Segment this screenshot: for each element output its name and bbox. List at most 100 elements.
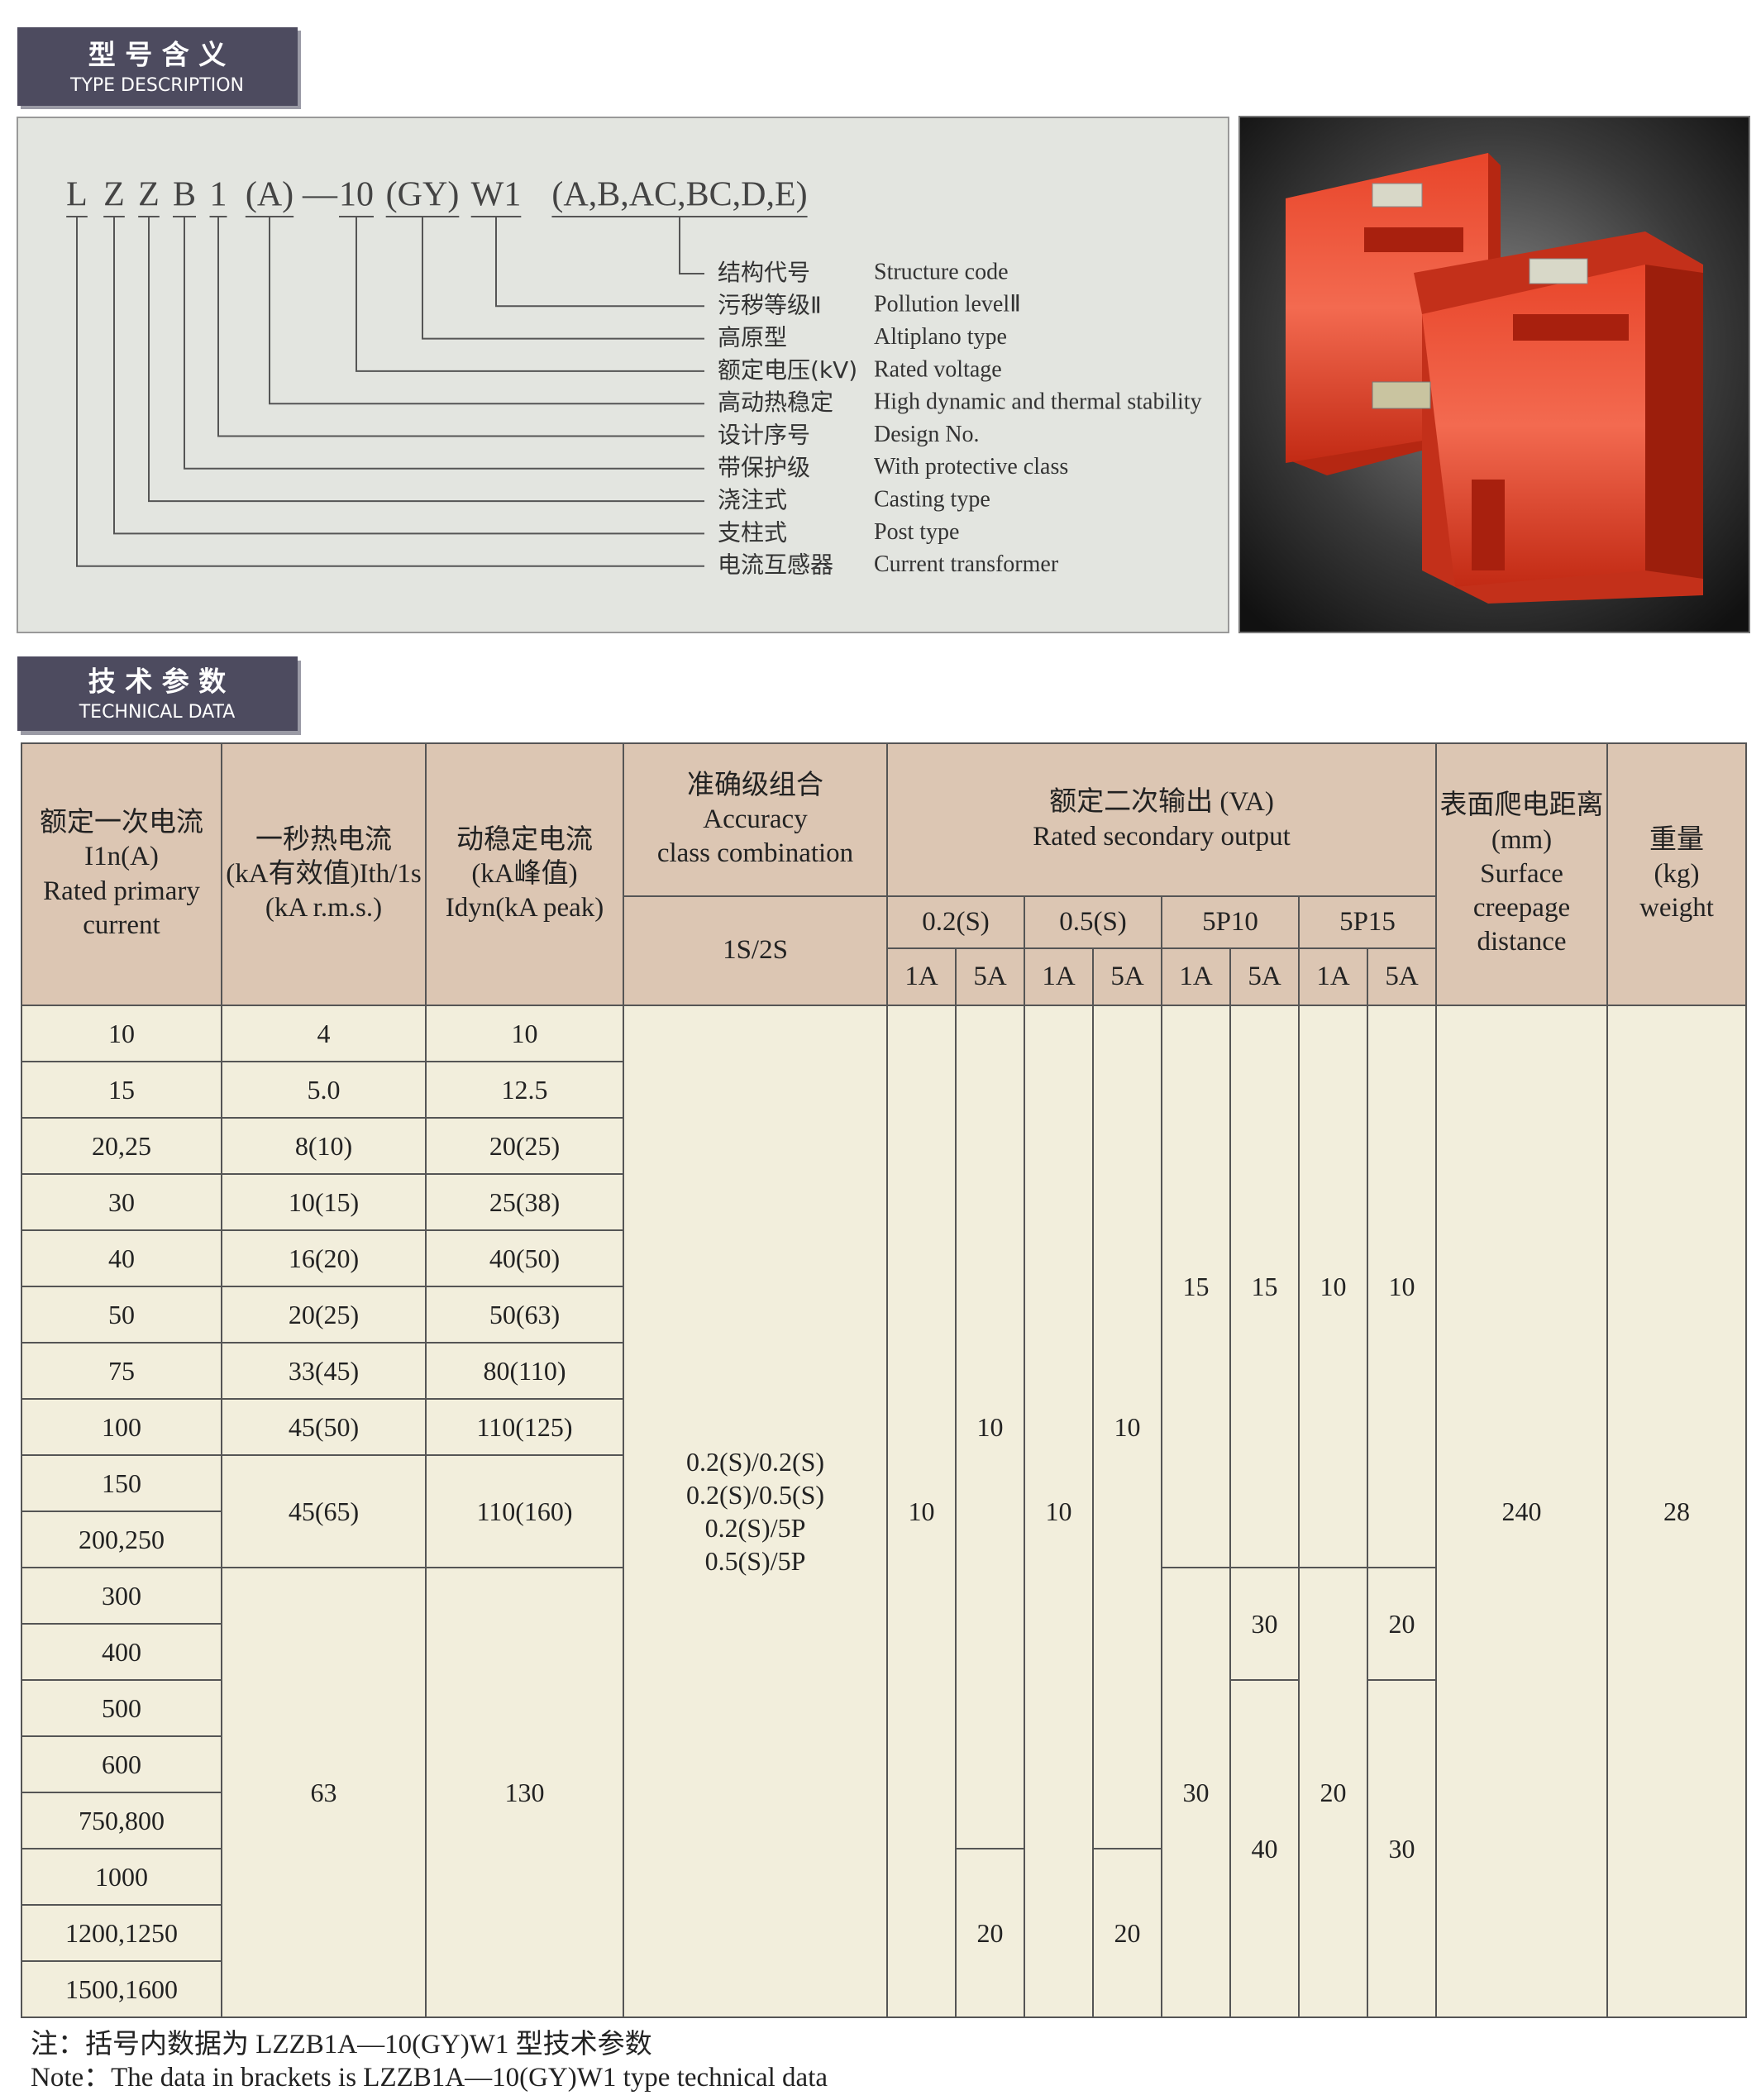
table-cell: 10	[1300, 1006, 1367, 1567]
table-cell: 30	[1162, 1568, 1229, 2016]
cell-text: (kA峰值)	[471, 858, 578, 889]
legend-en: Design No.	[874, 422, 980, 447]
leader-line	[422, 217, 704, 340]
cell-text: 20	[976, 1918, 1004, 1948]
table-cell: 20(25)	[222, 1287, 425, 1342]
table-cell: 33(45)	[222, 1344, 425, 1398]
cell-text: 0.2(S)/5P	[704, 1513, 806, 1543]
table-cell: 40(50)	[427, 1231, 623, 1286]
cell-text: 额定一次电流	[40, 808, 203, 838]
table-cell: 20	[1094, 1849, 1161, 2016]
leader-line	[217, 217, 704, 437]
table-cell: 额定二次输出 (VA) Rated secondary output	[888, 744, 1435, 895]
table-cell: 50	[22, 1287, 221, 1342]
cell-text: 12.5	[501, 1075, 548, 1105]
cell-text: 10	[976, 1412, 1004, 1442]
cell-text: 33(45)	[288, 1356, 360, 1386]
legend-cn: 浇注式	[718, 486, 787, 513]
table-cell: 10	[1368, 1006, 1435, 1567]
cell-text: 15	[108, 1075, 135, 1105]
model-code-part: (A,B,AC,BC,D,E)	[551, 176, 807, 214]
cell-text: 30	[108, 1187, 135, 1217]
cell-text: Rated secondary output	[1033, 821, 1291, 852]
cell-text: 5A	[1110, 961, 1144, 991]
table-cell: 1A	[1162, 949, 1229, 1005]
model-code-part: 1	[210, 176, 227, 214]
cell-text: 准确级组合	[687, 770, 823, 800]
legend-en: Casting type	[874, 487, 990, 513]
model-code-part: W1	[471, 176, 522, 214]
table-cell: 表面爬电距离 (mm) Surface creepage distance	[1437, 744, 1606, 1005]
table-cell: 1A	[888, 949, 955, 1005]
table-cell: 8(10)	[222, 1119, 425, 1173]
legend-cn: 带保护级	[718, 454, 810, 481]
cell-text: 45(50)	[288, 1412, 360, 1442]
cell-text: 40	[108, 1243, 135, 1273]
table-cell: 10	[1025, 1006, 1092, 2016]
legend-en: Altiplano type	[874, 324, 1007, 350]
table-cell: 20(25)	[427, 1119, 623, 1173]
model-code-part: 10	[339, 176, 374, 214]
leader-line	[356, 217, 704, 372]
cell-text: 1S/2S	[723, 935, 788, 966]
cell-text: 15	[1182, 1272, 1210, 1301]
cell-text: 300	[102, 1581, 141, 1611]
product-photo	[1238, 116, 1750, 633]
cell-text: 1A	[1179, 961, 1213, 991]
cell-text: 一秒热电流	[255, 824, 392, 855]
table-cell: 10	[957, 1006, 1024, 1848]
table-cell: 一秒热电流 (kA有效值)Ith/1s (kA r.m.s.)	[222, 744, 425, 1005]
note-cn: 注：括号内数据为 LZZB1A—10(GY)W1 型技术参数	[31, 2030, 652, 2059]
cell-text: 45(65)	[288, 1496, 360, 1526]
table-cell: 40	[1231, 1681, 1298, 2016]
cell-text: 1000	[95, 1862, 148, 1892]
cell-text: 40(50)	[489, 1243, 561, 1273]
model-code-part: (A)	[246, 176, 294, 214]
cell-text: 10	[108, 1019, 135, 1048]
table-cell: 1000	[22, 1849, 221, 1904]
table-cell: 5.0	[222, 1062, 425, 1117]
cell-text: 0.2(S)/0.2(S)	[685, 1447, 825, 1477]
table-cell: 20	[1368, 1568, 1435, 1679]
table-cell: 10	[1094, 1006, 1161, 1848]
section-title-cn: 技 术 参 数	[88, 666, 227, 698]
leader-line	[269, 217, 704, 405]
cell-text: 20(25)	[489, 1131, 561, 1161]
cell-text: 10	[1320, 1272, 1347, 1301]
cell-text: 20	[1388, 1609, 1415, 1639]
cell-text: 10(15)	[288, 1187, 360, 1217]
cell-text: 200,250	[79, 1525, 165, 1554]
cell-text: 额定二次输出 (VA)	[1049, 787, 1274, 818]
table-cell: 5A	[1094, 949, 1161, 1005]
cell-text: 110(160)	[476, 1496, 573, 1526]
cell-text: (mm)	[1491, 824, 1553, 855]
cell-text: 4	[317, 1019, 331, 1048]
cell-text: 1200,1250	[65, 1918, 178, 1948]
cell-text: 240	[1501, 1496, 1542, 1526]
table-cell: 10	[22, 1006, 221, 1061]
model-code-part: B	[173, 176, 196, 214]
table-cell: 28	[1608, 1006, 1745, 2016]
section-title-en: TYPE DESCRIPTION	[69, 75, 244, 96]
cell-text: 80(110)	[483, 1356, 566, 1386]
header-box	[17, 656, 298, 731]
cell-text: 28	[1663, 1496, 1690, 1526]
leader-line	[148, 217, 704, 503]
table-cell: 45(50)	[222, 1400, 425, 1454]
cell-text: 1A	[904, 961, 938, 991]
cell-text: 63	[310, 1778, 337, 1807]
cell-text: 50(63)	[489, 1300, 561, 1329]
cell-text: 50	[108, 1300, 135, 1329]
cell-text: distance	[1477, 927, 1567, 957]
legend-cn: 污秽等级Ⅱ	[718, 291, 822, 318]
cell-text: 5P10	[1202, 906, 1258, 937]
cell-text: 1A	[1316, 961, 1350, 991]
legend-cn: 高动热稳定	[718, 389, 833, 416]
table-cell: 130	[427, 1568, 623, 2016]
model-code-part: —	[302, 176, 338, 214]
leader-line	[679, 217, 704, 274]
table-cell: 50(63)	[427, 1287, 623, 1342]
table-cell: 45(65)	[222, 1456, 425, 1567]
table-cell: 300	[22, 1568, 221, 1623]
table-cell: 1A	[1025, 949, 1092, 1005]
